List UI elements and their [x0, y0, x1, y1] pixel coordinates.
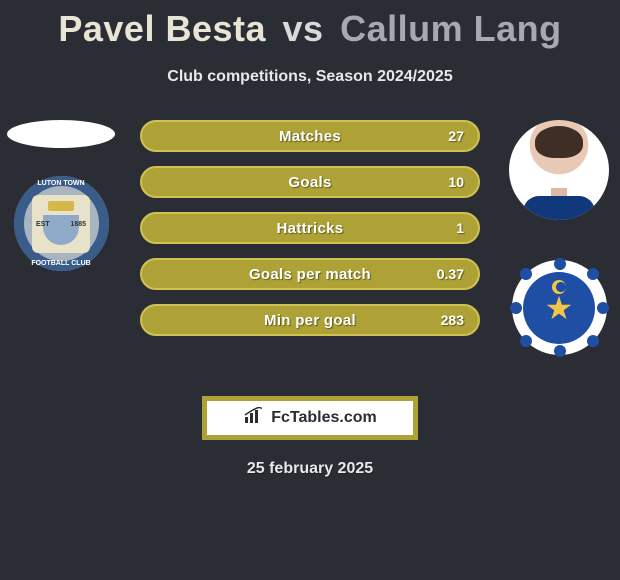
stat-bar: Hattricks 1 — [140, 212, 480, 244]
vs-separator: vs — [283, 8, 324, 49]
player2-name: Callum Lang — [340, 8, 562, 49]
crest-bump-icon — [587, 335, 599, 347]
comparison-title: Pavel Besta vs Callum Lang — [0, 0, 620, 50]
stats-panel: LUTON TOWN FOOTBALL CLUB EST 1885 — [0, 120, 620, 380]
stat-bar: Min per goal 283 — [140, 304, 480, 336]
player1-avatar-placeholder — [7, 120, 115, 148]
stat-label: Matches — [279, 128, 341, 145]
bar-chart-icon — [243, 407, 265, 430]
avatar-shirt — [523, 196, 595, 220]
player2-avatar — [509, 120, 609, 220]
avatar-hair — [535, 126, 583, 158]
crest-bump-icon — [597, 302, 609, 314]
stat-label: Goals — [288, 174, 331, 191]
crest-hat-icon — [48, 201, 74, 211]
player1-name: Pavel Besta — [58, 8, 266, 49]
stat-label: Min per goal — [264, 312, 356, 329]
subtitle: Club competitions, Season 2024/2025 — [0, 68, 620, 86]
source-logo-text: FcTables.com — [271, 409, 377, 427]
stat-label: Hattricks — [277, 220, 344, 237]
crest-shield-icon — [43, 215, 79, 245]
stat-value-right: 1 — [456, 220, 464, 236]
right-avatar-column: ★ — [504, 120, 614, 355]
crest-text-top: LUTON TOWN — [14, 180, 109, 187]
crest-bump-icon — [587, 268, 599, 280]
stat-value-right: 0.37 — [437, 266, 464, 282]
stat-bar: Goals 10 — [140, 166, 480, 198]
crest-est: EST — [36, 221, 50, 228]
stat-bars: Matches 27 Goals 10 Hattricks 1 Goals pe… — [140, 120, 480, 336]
crest-bump-icon — [520, 335, 532, 347]
stat-bar: Goals per match 0.37 — [140, 258, 480, 290]
player1-club-crest: LUTON TOWN FOOTBALL CLUB EST 1885 — [14, 176, 109, 271]
crest-blue-circle: ★ — [523, 272, 595, 344]
crest-bump-icon — [520, 268, 532, 280]
crest-bump-icon — [554, 345, 566, 357]
stat-value-right: 283 — [441, 312, 464, 328]
stat-value-right: 27 — [448, 128, 464, 144]
stat-bar: Matches 27 — [140, 120, 480, 152]
stat-value-right: 10 — [448, 174, 464, 190]
player2-club-crest: ★ — [512, 260, 607, 355]
stat-label: Goals per match — [249, 266, 371, 283]
crest-star-icon: ★ — [545, 292, 574, 324]
snapshot-date: 25 february 2025 — [0, 460, 620, 478]
crest-bump-icon — [510, 302, 522, 314]
crest-inner: EST 1885 — [32, 195, 90, 253]
crest-bump-icon — [554, 258, 566, 270]
crest-year: 1885 — [70, 221, 86, 228]
source-logo[interactable]: FcTables.com — [202, 396, 418, 440]
left-avatar-column: LUTON TOWN FOOTBALL CLUB EST 1885 — [6, 120, 116, 271]
crest-text-bottom: FOOTBALL CLUB — [14, 260, 109, 267]
